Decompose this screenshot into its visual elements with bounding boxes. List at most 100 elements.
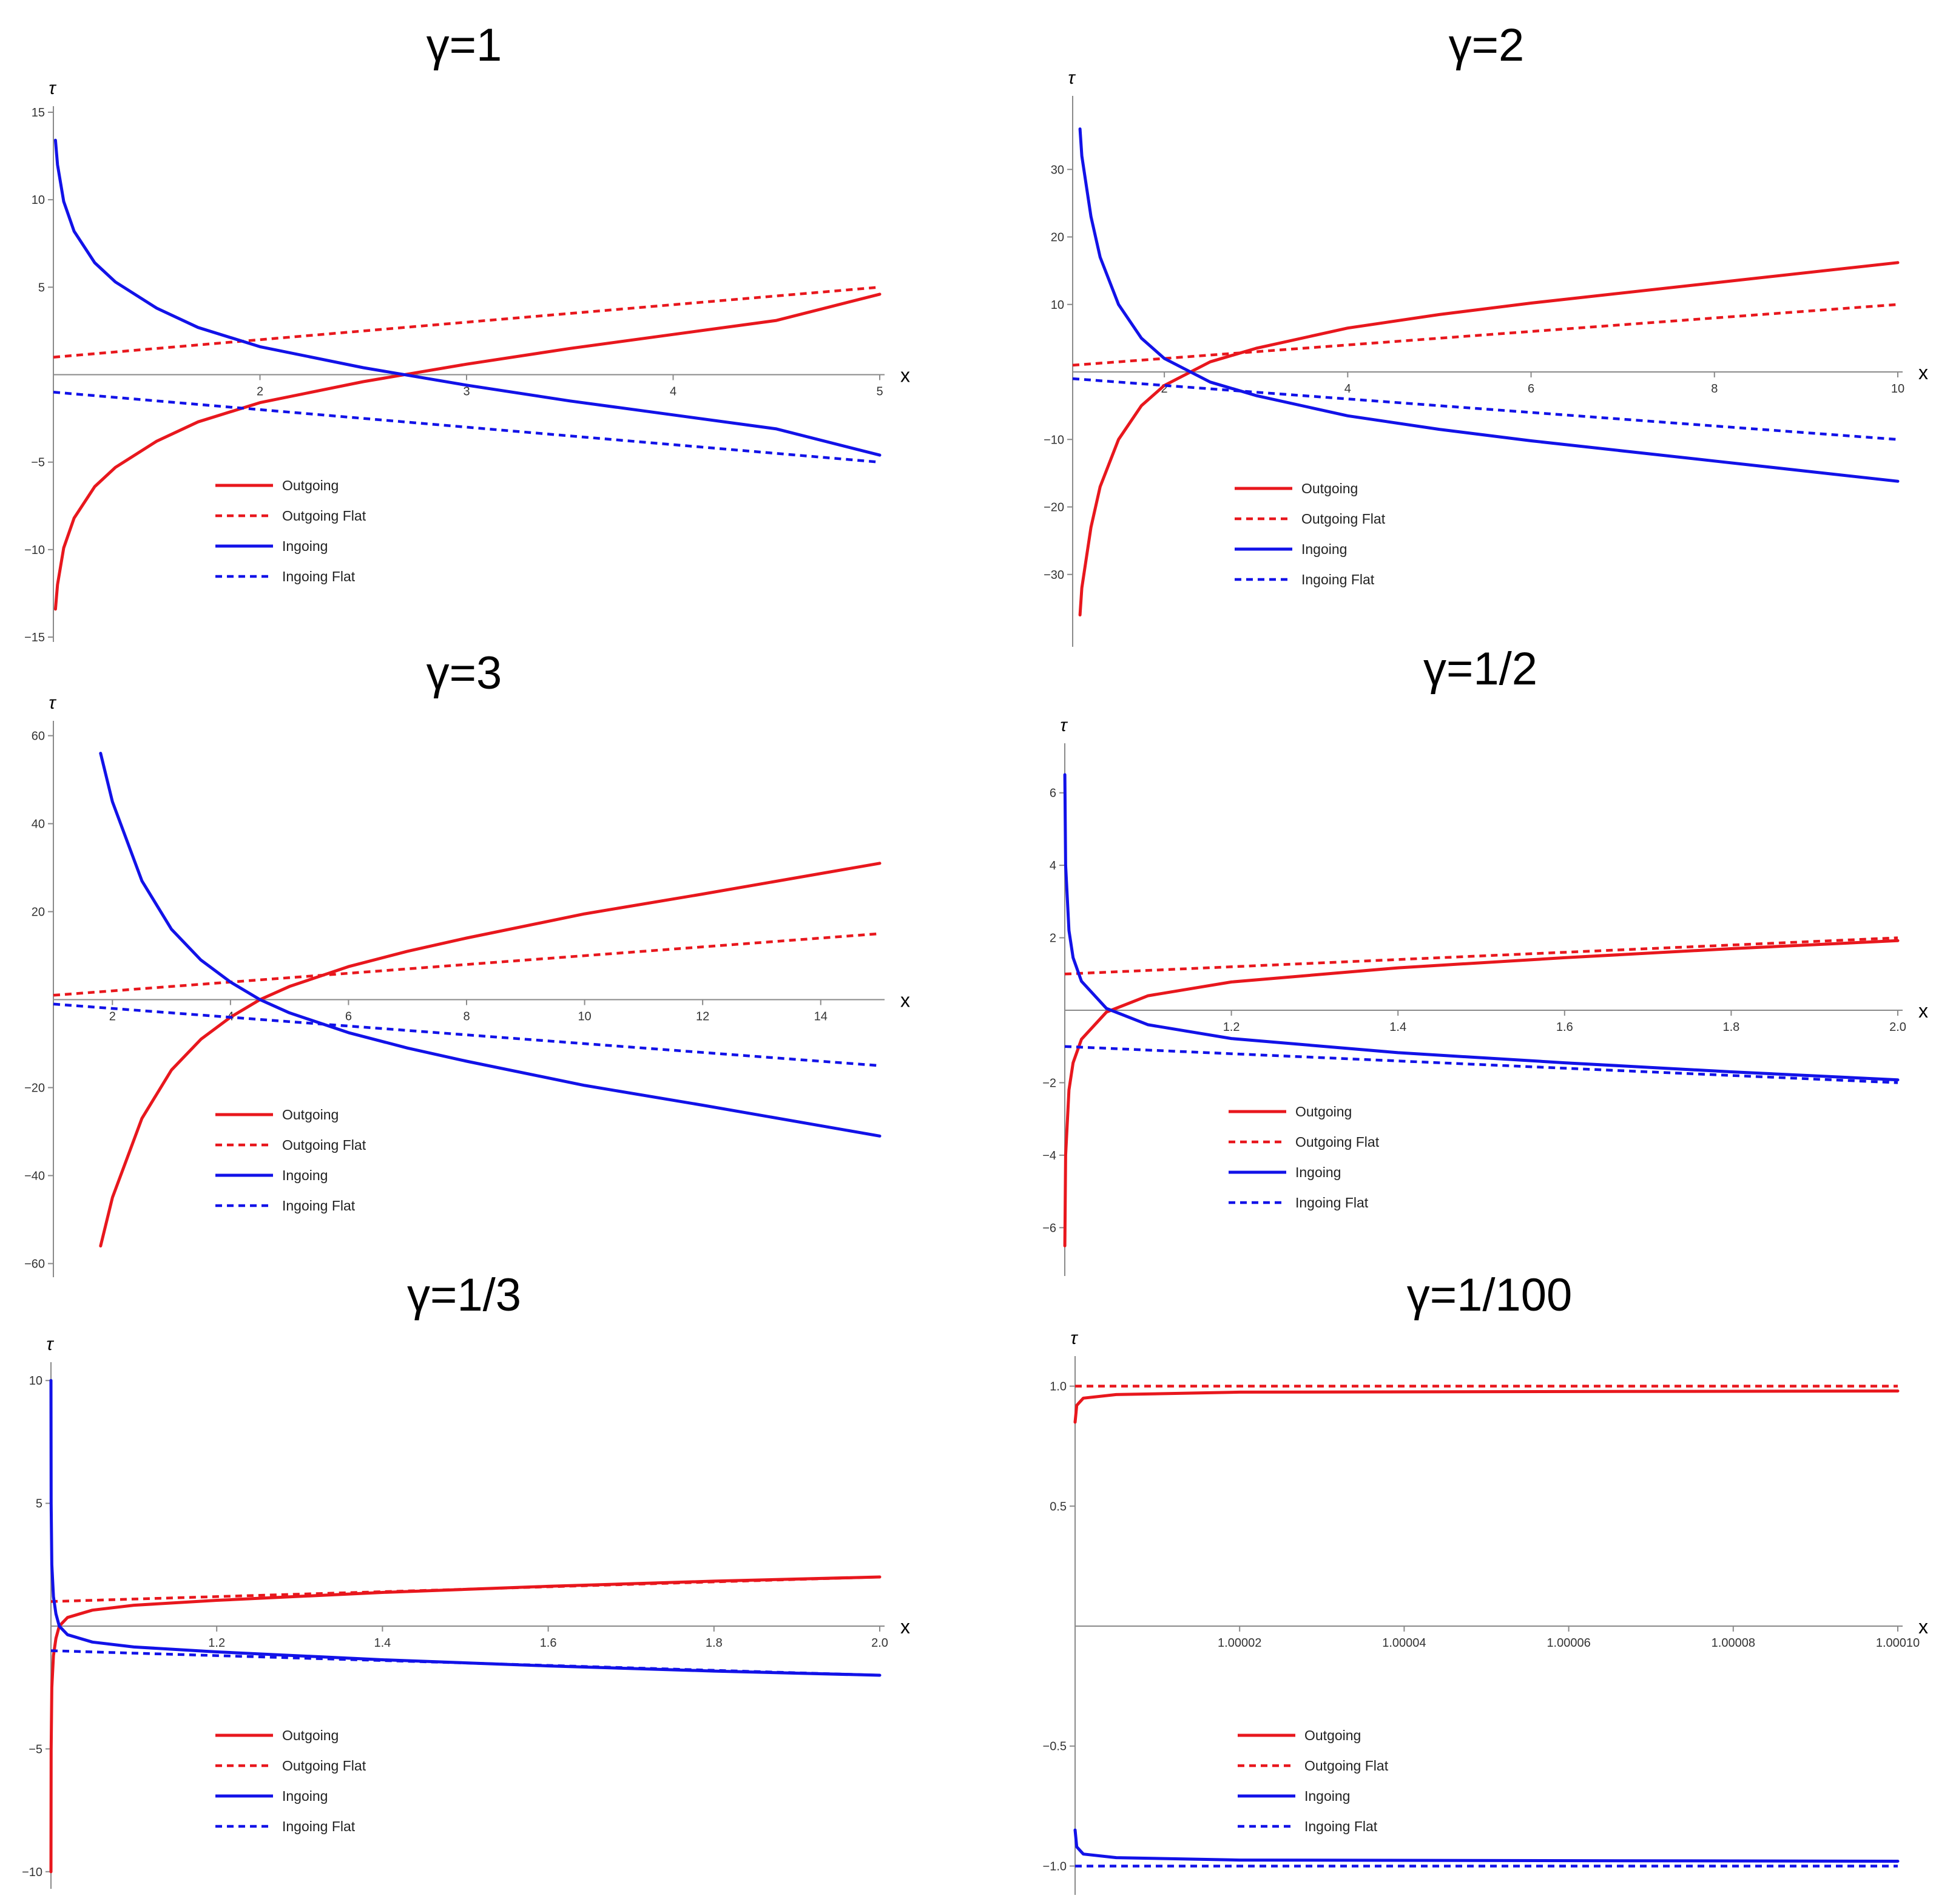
- y-tick-label: 40: [32, 818, 45, 831]
- series-outgoing: [1063, 939, 1900, 1247]
- x-tick-label: 6: [1528, 382, 1534, 396]
- series-outgoing: [49, 1575, 882, 1874]
- x-tick-label: 12: [696, 1010, 709, 1024]
- legend-ingoing-flat-label: Ingoing Flat: [282, 569, 356, 584]
- y-tick-label: 0.5: [1050, 1500, 1067, 1513]
- y-tick-label: −0.5: [1043, 1740, 1067, 1754]
- y-axis-label: τ: [49, 78, 56, 98]
- x-axis-label: x: [900, 365, 910, 387]
- x-axis-label: x: [900, 1616, 910, 1638]
- legend-outgoing-flat-label: Outgoing Flat: [282, 1137, 366, 1153]
- x-axis-label: x: [1918, 1616, 1928, 1638]
- legend-outgoing-flat-label: Outgoing Flat: [282, 1758, 366, 1774]
- chart-panel-1: γ=1 x τ 2 3 4 5 15 10 5 −5 −10 −15 Outgoing Outgoing F…: [24, 19, 910, 644]
- y-tick-label: 20: [1051, 231, 1064, 245]
- y-tick-label: −2: [1042, 1076, 1056, 1090]
- legend: Outgoing Outgoing Flat Ingoing Ingoing Flat: [215, 1727, 366, 1834]
- legend-ingoing-label: Ingoing: [1304, 1788, 1350, 1804]
- x-tick-label: 4: [670, 385, 676, 399]
- chart-title: γ=2: [1449, 19, 1525, 71]
- y-tick-label: −4: [1042, 1149, 1056, 1163]
- legend: Outgoing Outgoing Flat Ingoing Ingoing Flat: [1229, 1104, 1380, 1210]
- y-tick-label: −15: [24, 631, 45, 644]
- x-tick-label: 5: [876, 385, 883, 399]
- x-tick-label: 1.00010: [1876, 1636, 1920, 1650]
- y-tick-label: 1.0: [1050, 1380, 1067, 1394]
- y-axis-label: τ: [49, 693, 56, 713]
- x-tick-label: 1.8: [706, 1636, 723, 1650]
- legend-outgoing-flat-label: Outgoing Flat: [282, 508, 366, 524]
- y-tick-label: 30: [1051, 163, 1064, 177]
- legend-outgoing-label: Outgoing: [282, 478, 339, 493]
- y-tick-label: 20: [32, 906, 45, 919]
- y-tick-label: 5: [36, 1497, 42, 1511]
- legend: Outgoing Outgoing Flat Ingoing Ingoing Flat: [1238, 1727, 1389, 1834]
- legend-ingoing-flat-label: Ingoing Flat: [1301, 572, 1375, 587]
- x-tick-label: 4: [1344, 382, 1351, 396]
- x-tick-label: 6: [345, 1010, 352, 1024]
- x-tick-label: 1.00002: [1218, 1636, 1261, 1650]
- x-tick-label: 10: [1891, 382, 1904, 396]
- y-tick-label: −60: [24, 1258, 45, 1271]
- x-tick-label: 1.00004: [1382, 1636, 1426, 1650]
- legend-outgoing-label: Outgoing: [1301, 481, 1358, 496]
- series-ingoing: [49, 1379, 882, 1677]
- y-tick-label: −40: [24, 1170, 45, 1183]
- x-tick-label: 2.0: [1889, 1021, 1906, 1034]
- x-tick-label: 2: [109, 1010, 116, 1024]
- y-tick-label: −5: [29, 1743, 42, 1756]
- x-tick-label: 14: [814, 1010, 828, 1024]
- legend-outgoing-flat-label: Outgoing Flat: [1295, 1134, 1380, 1150]
- series-outgoing-flat: [53, 932, 880, 997]
- x-tick-label: 2: [257, 385, 263, 399]
- series-outgoing-flat: [1072, 303, 1898, 367]
- legend-ingoing-label: Ingoing: [282, 1788, 328, 1804]
- y-tick-label: 60: [32, 730, 45, 743]
- x-tick-label: 8: [1711, 382, 1718, 396]
- x-tick-label: 1.00008: [1712, 1636, 1755, 1650]
- x-tick-label: 2: [1161, 382, 1168, 396]
- series-ingoing: [1073, 1828, 1900, 1863]
- legend-outgoing-label: Outgoing: [1304, 1727, 1361, 1743]
- y-tick-label: −6: [1042, 1221, 1056, 1235]
- legend-outgoing-flat-label: Outgoing Flat: [1304, 1758, 1389, 1774]
- legend-outgoing-flat-label: Outgoing Flat: [1301, 511, 1386, 527]
- legend-ingoing-label: Ingoing: [1295, 1164, 1341, 1180]
- x-tick-label: 1.8: [1722, 1021, 1739, 1034]
- y-axis-label: τ: [1060, 715, 1068, 735]
- legend: Outgoing Outgoing Flat Ingoing Ingoing Flat: [215, 478, 366, 584]
- x-tick-label: 10: [578, 1010, 591, 1024]
- legend-outgoing-label: Outgoing: [282, 1727, 339, 1743]
- y-axis-label: τ: [1070, 1328, 1078, 1348]
- chart-title: γ=1/3: [407, 1269, 521, 1321]
- chart-title: γ=1/100: [1407, 1269, 1573, 1321]
- x-tick-label: 2.0: [871, 1636, 888, 1650]
- series-ingoing: [99, 752, 882, 1138]
- legend-ingoing-label: Ingoing: [282, 538, 328, 554]
- series-outgoing: [99, 862, 882, 1247]
- y-tick-label: 6: [1050, 787, 1056, 800]
- legend: Outgoing Outgoing Flat Ingoing Ingoing Flat: [1235, 481, 1386, 587]
- y-tick-label: −10: [1044, 433, 1064, 447]
- chart-title: γ=1: [427, 19, 502, 71]
- legend-ingoing-flat-label: Ingoing Flat: [1304, 1818, 1378, 1834]
- series-outgoing-flat: [1064, 936, 1898, 976]
- y-tick-label: −30: [1044, 569, 1064, 582]
- legend: Outgoing Outgoing Flat Ingoing Ingoing Flat: [215, 1107, 366, 1214]
- y-tick-label: 10: [32, 194, 45, 207]
- chart-title: γ=3: [427, 647, 502, 699]
- series-ingoing-flat: [1072, 377, 1898, 441]
- x-tick-label: 1.6: [540, 1636, 557, 1650]
- x-tick-label: 1.4: [374, 1636, 391, 1650]
- series-outgoing: [1073, 1389, 1900, 1424]
- y-tick-label: −20: [24, 1082, 45, 1095]
- y-tick-label: −10: [22, 1866, 42, 1879]
- series-ingoing-flat: [1064, 1045, 1898, 1084]
- legend-ingoing-flat-label: Ingoing Flat: [1295, 1195, 1369, 1210]
- x-tick-label: 1.2: [208, 1636, 225, 1650]
- y-tick-label: 5: [38, 281, 45, 294]
